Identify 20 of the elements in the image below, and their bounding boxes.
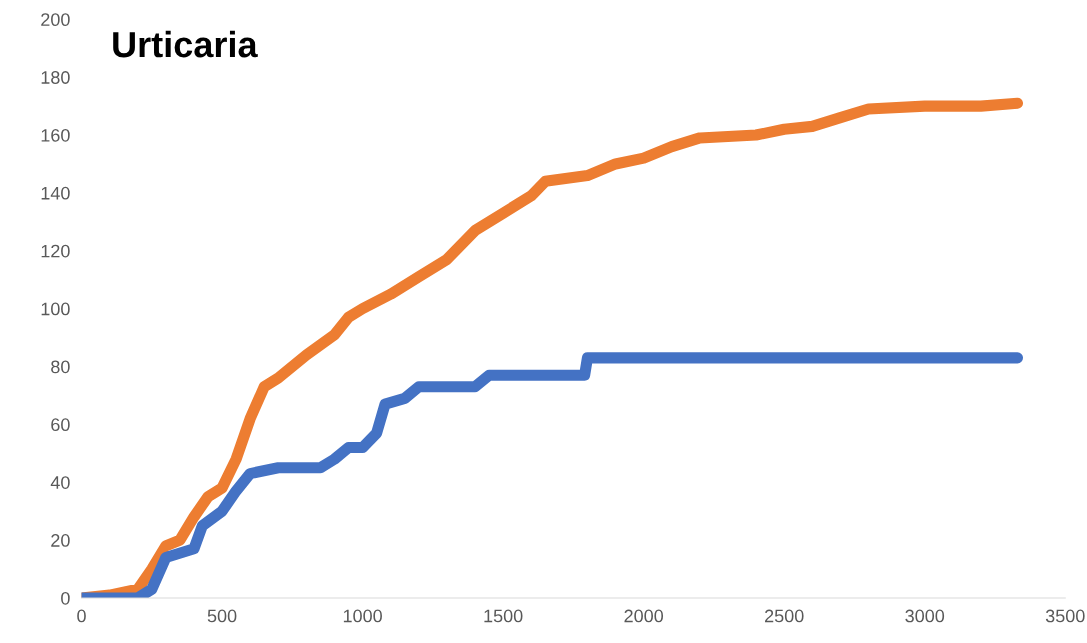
x-tick-label: 1000 — [343, 609, 382, 623]
y-tick-label: 180 — [41, 71, 70, 84]
x-tick-label: 0 — [77, 609, 86, 623]
x-tick-label: 3000 — [905, 609, 945, 623]
y-tick-label: 0 — [61, 591, 70, 605]
y-tick-label: 60 — [51, 418, 70, 432]
x-tick-label: 3500 — [1045, 609, 1085, 623]
y-tick-label: 140 — [41, 186, 70, 200]
y-tick-label: 80 — [51, 360, 70, 374]
chart-title: Urticaria — [113, 30, 258, 58]
y-tick-label: 160 — [41, 128, 70, 142]
y-tick-label: 20 — [51, 534, 70, 547]
x-tick-label: 2500 — [765, 609, 804, 623]
y-tick-label: 100 — [41, 302, 70, 316]
x-tick-label: 2000 — [624, 609, 664, 623]
x-tick-label: 500 — [207, 609, 237, 623]
y-tick-label: 40 — [50, 476, 70, 489]
y-tick-label: 120 — [41, 244, 70, 258]
x-tick-label: 1500 — [484, 609, 523, 623]
y-tick-label: 200 — [41, 13, 70, 27]
